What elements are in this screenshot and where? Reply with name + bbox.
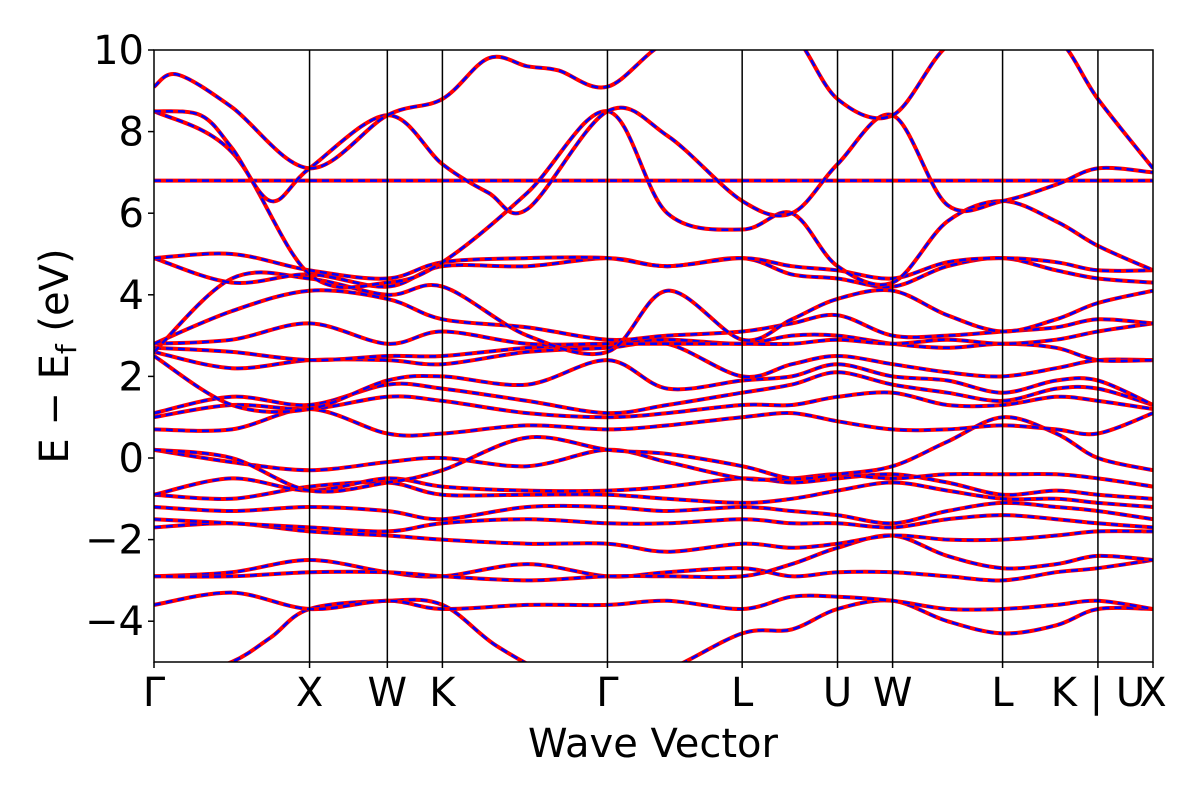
band-blue-22 — [154, 109, 1153, 289]
x-tick-label-0: Γ — [143, 670, 166, 716]
band-red-12 — [154, 390, 1153, 420]
y-axis-label-main: E − E — [32, 354, 78, 464]
x-tick-label-3: K — [429, 670, 457, 716]
x-tick-label-10: X — [1139, 670, 1166, 716]
x-tick-label-4: Γ — [596, 670, 619, 716]
x-tick-label-8: L — [991, 670, 1014, 716]
band-blue-14 — [154, 354, 1153, 414]
band-blue-15 — [154, 340, 1153, 379]
band-blue-0 — [228, 598, 1153, 662]
x-tick-label-6: U — [823, 670, 852, 716]
x-tick-label-2: W — [368, 670, 408, 716]
x-tick-label-5: L — [731, 670, 754, 716]
y-tick-label-7: 10 — [93, 28, 144, 74]
band-lines — [154, 50, 1153, 662]
band-blue-1 — [154, 591, 1153, 611]
band-blue-18 — [154, 289, 1153, 345]
band-blue-8 — [154, 472, 1153, 501]
y-tick-label-1: −2 — [85, 518, 144, 564]
y-tick-label-3: 2 — [119, 354, 144, 400]
band-blue-17 — [154, 322, 1153, 346]
high-symmetry-lines — [308, 50, 1099, 662]
band-blue-10 — [154, 415, 1153, 493]
y-axis-label: E − Ef (eV) — [32, 248, 83, 463]
band-blue-3 — [154, 534, 1153, 582]
band-blue-13 — [154, 371, 1153, 415]
y-axis-label-tail: (eV) — [32, 248, 78, 344]
y-tick-label-4: 4 — [119, 273, 144, 319]
band-blue-24 — [154, 106, 1153, 217]
band-blue-4 — [154, 521, 1153, 554]
band-red-9 — [154, 447, 1153, 489]
y-tick-label-6: 8 — [119, 110, 144, 156]
y-tick-label-2: 0 — [119, 436, 144, 482]
band-blue-11 — [154, 407, 1153, 437]
plot-frame — [153, 49, 1154, 663]
y-tick-label-0: −4 — [85, 599, 144, 645]
y-axis-ticks: −4 −2 0 2 4 6 8 10 — [85, 28, 154, 645]
x-tick-label-1: X — [296, 670, 323, 716]
x-axis-label: Wave Vector — [528, 721, 779, 767]
band-blue-2 — [154, 558, 1153, 582]
y-axis-label-sub: f — [50, 343, 83, 354]
x-tick-label-7: W — [873, 670, 913, 716]
band-blue-6 — [154, 501, 1153, 525]
band-blue-5 — [154, 513, 1153, 533]
y-tick-label-5: 6 — [119, 191, 144, 237]
band-blue-21 — [154, 252, 1153, 280]
x-tick-label-9: K | U — [1051, 670, 1145, 716]
